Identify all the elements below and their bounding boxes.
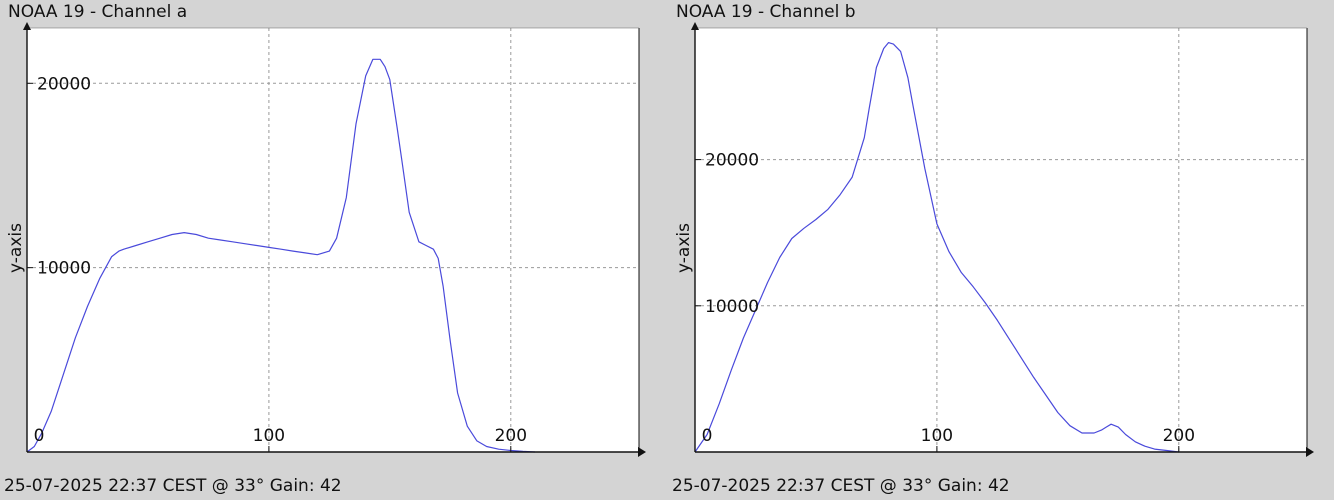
chart-panel-b: NOAA 19 - Channel b 0 100 200 10000 20000 y-… [668,0,1328,500]
x-axis-arrow [1306,447,1314,457]
x-tick-label: 0 [702,426,713,446]
y-tick-label: 10000 [37,259,91,279]
chart-panel-a: NOAA 19 - Channel a 0 100 200 10000 20000 y-… [0,0,660,500]
y-axis-label: y-axis [674,223,694,273]
data-series-line [26,58,536,453]
x-axis-arrow [638,447,646,457]
x-tick-label: 100 [921,426,953,446]
x-tick-label: 200 [495,426,527,446]
plot-area [695,28,1307,452]
y-axis-arrow [23,22,31,30]
y-axis-label: y-axis [6,223,26,273]
y-tick-label: 20000 [705,151,759,171]
data-series-line [694,42,1179,453]
plot-area [27,28,639,452]
chart-plot-a: 0 100 200 10000 20000 [23,22,646,457]
chart-footer: 25-07-2025 22:37 CEST @ 33° Gain: 42 [4,476,342,496]
x-tick-label: 200 [1163,426,1195,446]
chart-plot-b: 0 100 200 10000 20000 [691,22,1314,457]
y-axis-arrow [691,22,699,30]
chart-title: NOAA 19 - Channel b [676,2,856,22]
chart-title: NOAA 19 - Channel a [8,2,188,22]
y-tick-label: 10000 [705,297,759,317]
x-tick-label: 100 [253,426,285,446]
y-tick-label: 20000 [37,74,91,94]
x-tick-label: 0 [34,426,45,446]
chart-footer: 25-07-2025 22:37 CEST @ 33° Gain: 42 [672,476,1010,496]
